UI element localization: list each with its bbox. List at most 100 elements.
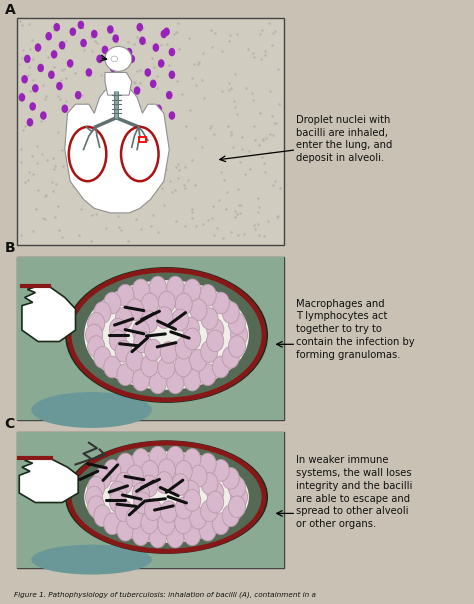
Circle shape xyxy=(32,84,39,92)
Circle shape xyxy=(117,284,134,306)
Circle shape xyxy=(145,499,162,521)
Circle shape xyxy=(132,369,149,391)
Bar xyxy=(17,18,284,245)
Text: C: C xyxy=(5,417,15,431)
Circle shape xyxy=(175,338,192,359)
Ellipse shape xyxy=(66,442,267,553)
Text: B: B xyxy=(5,242,15,255)
Circle shape xyxy=(101,46,108,54)
Circle shape xyxy=(59,41,65,50)
Circle shape xyxy=(212,513,229,535)
Circle shape xyxy=(207,330,224,352)
Circle shape xyxy=(199,364,216,385)
Circle shape xyxy=(78,21,84,29)
Circle shape xyxy=(112,34,119,43)
Bar xyxy=(17,432,284,568)
Circle shape xyxy=(132,483,149,505)
Circle shape xyxy=(24,55,31,63)
Text: In weaker immune
systems, the wall loses
integrity and the bacilli
are able to e: In weaker immune systems, the wall loses… xyxy=(296,455,413,529)
Circle shape xyxy=(117,519,134,541)
Circle shape xyxy=(134,331,151,353)
Circle shape xyxy=(62,104,68,113)
Circle shape xyxy=(158,513,175,535)
Circle shape xyxy=(141,512,158,534)
Ellipse shape xyxy=(84,451,249,543)
Ellipse shape xyxy=(31,545,152,574)
Circle shape xyxy=(175,512,192,534)
Circle shape xyxy=(18,93,25,101)
Circle shape xyxy=(134,86,140,95)
Text: Macrophages and
T lymphocytes act
together to try to
contain the infection by
fo: Macrophages and T lymphocytes act togeth… xyxy=(296,298,415,360)
Circle shape xyxy=(132,320,149,342)
Circle shape xyxy=(175,497,192,519)
Circle shape xyxy=(104,460,121,481)
Polygon shape xyxy=(105,72,132,95)
Circle shape xyxy=(117,453,134,475)
Ellipse shape xyxy=(105,47,132,71)
Circle shape xyxy=(169,111,175,120)
Circle shape xyxy=(172,474,189,495)
Circle shape xyxy=(21,75,28,83)
Circle shape xyxy=(109,330,127,352)
Circle shape xyxy=(94,505,111,527)
Circle shape xyxy=(228,496,246,518)
Circle shape xyxy=(163,28,170,36)
Circle shape xyxy=(46,32,52,40)
Circle shape xyxy=(137,23,143,31)
Circle shape xyxy=(115,341,132,362)
Text: Droplet nuclei with
bacilli are inhaled,
enter the lung, and
deposit in alveoli.: Droplet nuclei with bacilli are inhaled,… xyxy=(296,115,392,163)
Circle shape xyxy=(199,284,216,306)
Circle shape xyxy=(107,25,114,34)
Circle shape xyxy=(54,23,60,31)
Circle shape xyxy=(88,312,105,334)
Circle shape xyxy=(96,55,103,63)
Circle shape xyxy=(104,513,121,535)
Circle shape xyxy=(91,30,98,38)
Circle shape xyxy=(230,486,247,508)
Ellipse shape xyxy=(66,268,267,402)
Circle shape xyxy=(115,307,132,329)
Circle shape xyxy=(67,59,73,68)
Ellipse shape xyxy=(31,392,152,428)
Circle shape xyxy=(160,501,177,522)
Circle shape xyxy=(190,507,207,529)
Circle shape xyxy=(169,48,175,56)
Circle shape xyxy=(75,91,82,99)
Circle shape xyxy=(115,472,132,494)
Text: Figure 1. Pathophysiology of tuberculosis: inhalation of bacilli (A), containmen: Figure 1. Pathophysiology of tuberculosi… xyxy=(14,591,316,598)
Circle shape xyxy=(201,500,218,522)
Circle shape xyxy=(132,524,149,545)
Text: A: A xyxy=(5,3,16,17)
Circle shape xyxy=(190,349,207,371)
Circle shape xyxy=(161,30,167,38)
Circle shape xyxy=(212,356,229,378)
Circle shape xyxy=(115,500,132,522)
Circle shape xyxy=(94,347,111,368)
Circle shape xyxy=(118,75,124,83)
Circle shape xyxy=(182,317,200,339)
Circle shape xyxy=(70,28,76,36)
Circle shape xyxy=(86,486,103,508)
Circle shape xyxy=(132,279,149,301)
Circle shape xyxy=(184,279,201,301)
Circle shape xyxy=(141,293,158,315)
Circle shape xyxy=(166,91,173,99)
Circle shape xyxy=(29,102,36,111)
Polygon shape xyxy=(65,86,169,213)
Circle shape xyxy=(184,449,201,471)
Circle shape xyxy=(86,68,92,77)
Circle shape xyxy=(149,372,166,394)
Circle shape xyxy=(169,71,175,79)
Circle shape xyxy=(158,357,175,379)
Circle shape xyxy=(207,481,224,503)
Circle shape xyxy=(104,356,121,378)
Circle shape xyxy=(167,446,184,468)
Circle shape xyxy=(228,336,246,358)
Circle shape xyxy=(126,48,132,56)
Circle shape xyxy=(175,294,192,315)
Circle shape xyxy=(182,481,200,503)
Circle shape xyxy=(167,526,184,548)
Ellipse shape xyxy=(84,280,249,390)
Circle shape xyxy=(158,459,175,481)
Circle shape xyxy=(184,524,201,545)
